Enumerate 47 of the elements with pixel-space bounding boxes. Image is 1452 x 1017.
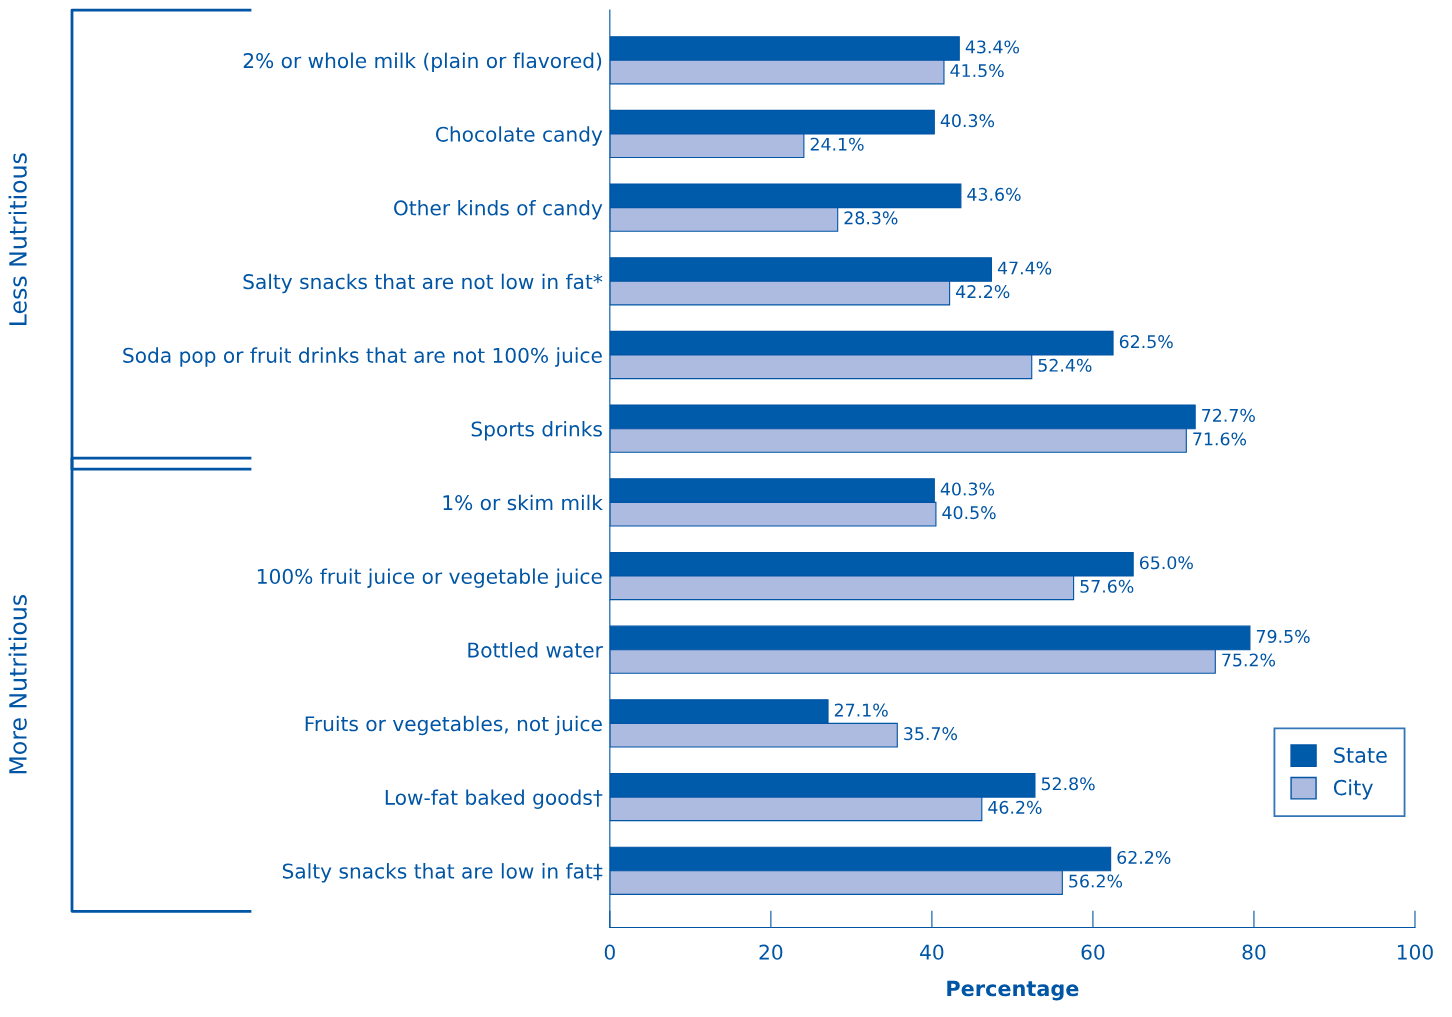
y-tick-label: 2% or whole milk (plain or flavored) (243, 52, 602, 73)
data-label: 40.5% (942, 506, 996, 520)
data-label: 75.2% (1222, 653, 1276, 667)
x-tick-label: 80 (1242, 944, 1266, 960)
y-tick-label: 100% fruit juice or vegetable juice (257, 568, 602, 588)
legend-label: State (1334, 747, 1387, 764)
data-label: 42.2% (956, 285, 1010, 299)
data-label: 35.7% (904, 727, 958, 741)
y-tick-label: Salty snacks that are low in fat‡ (282, 863, 603, 883)
text: Less Nutritious (8, 153, 27, 325)
y-tick-label: Soda pop or fruit drinks that are not 100% juice (123, 347, 602, 367)
x-tick-label: 40 (920, 944, 944, 960)
data-label: 27.1% (834, 703, 888, 717)
legend-label: City (1333, 779, 1373, 800)
y-tick-label: Fruits or vegetables, not juice (305, 715, 602, 736)
x-tick-label: 100 (1397, 944, 1433, 960)
x-tick-label: 0 (604, 944, 615, 960)
y-tick-label: Low-fat baked goods† (385, 789, 603, 809)
y-tick-label: Other kinds of candy (394, 199, 603, 220)
data-label: 62.2% (1117, 850, 1171, 865)
data-label: 40.3% (940, 482, 995, 496)
data-label: 62.5% (1119, 335, 1173, 349)
data-label: 79.5% (1256, 629, 1310, 643)
y-tick-label: Salty snacks that are not low in fat* (243, 273, 603, 294)
data-label: 52.8% (1041, 777, 1095, 791)
data-label: 47.4% (997, 261, 1052, 275)
y-tick-label: 1% or skim milk (443, 494, 603, 511)
data-label: 57.6% (1080, 579, 1134, 593)
x-axis-title: Percentage (947, 980, 1079, 1001)
data-label: 52.4% (1038, 358, 1092, 372)
x-tick-label: 20 (759, 944, 783, 960)
data-label: 43.4% (965, 40, 1020, 54)
data-label: 41.5% (950, 63, 1004, 78)
data-label: 43.6% (967, 187, 1021, 201)
x-tick-label: 60 (1081, 944, 1105, 960)
y-tick-label: Chocolate candy (435, 126, 603, 146)
data-label: 65.0% (1139, 556, 1193, 570)
data-label: 72.7% (1202, 408, 1255, 422)
data-label: 56.2% (1069, 874, 1123, 888)
data-label: 71.6% (1193, 432, 1247, 446)
data-label: 24.1% (810, 137, 864, 151)
data-label: 46.2% (988, 800, 1042, 814)
y-tick-label: Bottled water (468, 642, 603, 658)
text: More Nutritious (8, 595, 27, 774)
data-label: 40.3% (940, 114, 995, 128)
y-tick-label: Sports drinks (471, 421, 602, 441)
data-label: 28.3% (844, 211, 898, 225)
